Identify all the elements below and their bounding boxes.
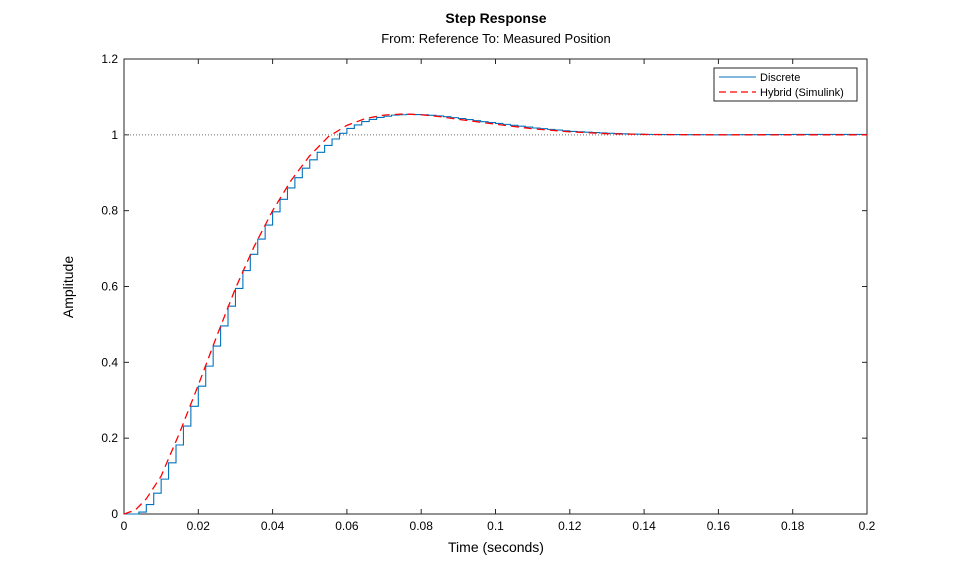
x-tick-label: 0.04	[261, 519, 285, 533]
x-tick-label: 0.14	[632, 519, 656, 533]
y-axis-label: Amplitude	[60, 256, 76, 318]
chart-subtitle: From: Reference To: Measured Position	[381, 31, 611, 46]
chart-title: Step Response	[445, 10, 546, 26]
x-tick-label: 0	[121, 519, 128, 533]
series-group	[123, 113, 867, 515]
y-tick-label: 0.2	[101, 431, 118, 445]
y-tick-label: 0.6	[101, 280, 118, 294]
x-tick-label: 0.1	[487, 519, 504, 533]
axis-ticks: 0 0.02 0.04 0.06 0.08 0.1 0.12 0.14 0.16 0.18 0.2 0…	[101, 52, 875, 533]
x-tick-label: 0.2	[859, 519, 876, 533]
y-tick-label: 0.4	[101, 355, 118, 369]
legend-label-hybrid: Hybrid (Simulink)	[760, 87, 844, 99]
series-line-discrete	[124, 113, 867, 515]
x-axis-label: Time (seconds)	[448, 539, 544, 555]
legend-box	[713, 67, 858, 102]
legend: Discrete Hybrid (Simulink)	[713, 67, 858, 102]
y-tick-label: 0.8	[101, 204, 118, 218]
y-tick-label: 0	[111, 507, 118, 521]
x-tick-label: 0.08	[410, 519, 434, 533]
x-tick-label: 0.02	[187, 519, 211, 533]
axes-box	[123, 58, 868, 515]
x-tick-label: 0.18	[781, 519, 805, 533]
y-tick-label: 1	[111, 128, 118, 142]
x-tick-label: 0.12	[558, 519, 582, 533]
x-tick-label: 0.16	[707, 519, 731, 533]
legend-label-discrete: Discrete	[760, 72, 800, 84]
x-tick-label: 0.06	[335, 519, 359, 533]
y-tick-label: 1.2	[101, 52, 118, 66]
